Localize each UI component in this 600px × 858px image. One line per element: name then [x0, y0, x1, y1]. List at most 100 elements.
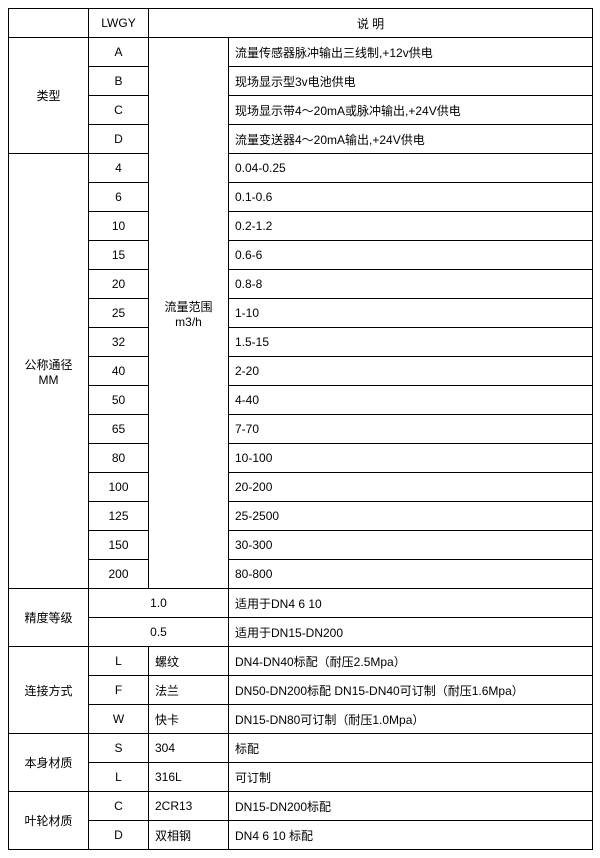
table-row: 类型 A 流量范围m3/h 流量传感器脉冲输出三线制,+12v供电 — [9, 38, 593, 67]
type-desc: 流量传感器脉冲输出三线制,+12v供电 — [229, 38, 593, 67]
table-row: 657-70 — [9, 415, 593, 444]
table-row: 精度等级 1.0 适用于DN4 6 10 — [9, 589, 593, 618]
table-row: 150 30-300 — [9, 531, 593, 560]
dn-code: 150 — [89, 531, 149, 560]
impeller-code: C — [89, 792, 149, 821]
table-row: B 现场显示型3v电池供电 — [9, 67, 593, 96]
table-row: 40 2-20 — [9, 357, 593, 386]
conn-name: 法兰 — [149, 676, 229, 705]
table-row: 连接方式 L 螺纹 DN4-DN40标配（耐压2.5Mpa） — [9, 647, 593, 676]
table-row: 公称通径MM 4 0.04-0.25 — [9, 154, 593, 183]
body-name: 304 — [149, 734, 229, 763]
conn-name: 快卡 — [149, 705, 229, 734]
dn-code: 200 — [89, 560, 149, 589]
type-desc: 流量变送器4～20mA输出,+24V供电 — [229, 125, 593, 154]
dn-desc: 0.6-6 — [229, 241, 593, 270]
body-desc: 可订制 — [229, 763, 593, 792]
dn-desc: 1.5-15 — [229, 328, 593, 357]
dn-desc: 4-40 — [229, 386, 593, 415]
conn-name: 螺纹 — [149, 647, 229, 676]
conn-desc: DN15-DN80可订制（耐压1.0Mpa） — [229, 705, 593, 734]
conn-label: 连接方式 — [9, 647, 89, 734]
blank-cell — [9, 9, 89, 38]
dn-code: 40 — [89, 357, 149, 386]
table-row: 10 0.2-1.2 — [9, 212, 593, 241]
header-lwgy: LWGY — [89, 9, 149, 38]
table-row: F 法兰 DN50-DN200标配 DN15-DN40可订制（耐压1.6Mpa） — [9, 676, 593, 705]
table-row: 6 0.1-0.6 — [9, 183, 593, 212]
type-code: D — [89, 125, 149, 154]
dn-code: 100 — [89, 473, 149, 502]
dn-desc: 0.04-0.25 — [229, 154, 593, 183]
conn-code: L — [89, 647, 149, 676]
range-label: 流量范围m3/h — [149, 38, 229, 589]
table-row: 125 25-2500 — [9, 502, 593, 531]
dn-desc: 10-100 — [229, 444, 593, 473]
table-row: 本身材质 S 304 标配 — [9, 734, 593, 763]
dn-code: 15 — [89, 241, 149, 270]
dn-desc: 30-300 — [229, 531, 593, 560]
impeller-desc: DN4 6 10 标配 — [229, 821, 593, 850]
accuracy-val: 0.5 — [89, 618, 229, 647]
impeller-desc: DN15-DN200标配 — [229, 792, 593, 821]
dn-code: 20 — [89, 270, 149, 299]
table-row: D 双相钢 DN4 6 10 标配 — [9, 821, 593, 850]
table-row: 20 0.8-8 — [9, 270, 593, 299]
table-row: 100 20-200 — [9, 473, 593, 502]
table-row: W 快卡 DN15-DN80可订制（耐压1.0Mpa） — [9, 705, 593, 734]
dn-desc: 2-20 — [229, 357, 593, 386]
table-row: 叶轮材质 C 2CR13 DN15-DN200标配 — [9, 792, 593, 821]
body-desc: 标配 — [229, 734, 593, 763]
body-name: 316L — [149, 763, 229, 792]
accuracy-desc: 适用于DN4 6 10 — [229, 589, 593, 618]
dn-desc: 0.2-1.2 — [229, 212, 593, 241]
dn-code: 32 — [89, 328, 149, 357]
body-code: L — [89, 763, 149, 792]
table-row: 32 1.5-15 — [9, 328, 593, 357]
dn-desc: 0.8-8 — [229, 270, 593, 299]
accuracy-label: 精度等级 — [9, 589, 89, 647]
table-row: 80 10-100 — [9, 444, 593, 473]
table-row: 200 80-800 — [9, 560, 593, 589]
dn-code: 4 — [89, 154, 149, 183]
type-code: A — [89, 38, 149, 67]
dn-code: 65 — [89, 415, 149, 444]
table-row: 50 4-40 — [9, 386, 593, 415]
dn-code: 125 — [89, 502, 149, 531]
conn-code: W — [89, 705, 149, 734]
header-desc: 说 明 — [149, 9, 593, 38]
type-label: 类型 — [9, 38, 89, 154]
dn-desc: 0.1-0.6 — [229, 183, 593, 212]
dn-label: 公称通径MM — [9, 154, 89, 589]
dn-code: 6 — [89, 183, 149, 212]
dn-desc: 20-200 — [229, 473, 593, 502]
conn-code: F — [89, 676, 149, 705]
conn-desc: DN50-DN200标配 DN15-DN40可订制（耐压1.6Mpa） — [229, 676, 593, 705]
impeller-code: D — [89, 821, 149, 850]
type-desc: 现场显示带4～20mA或脉冲输出,+24V供电 — [229, 96, 593, 125]
dn-desc: 80-800 — [229, 560, 593, 589]
type-code: C — [89, 96, 149, 125]
table-row: LWGY 说 明 — [9, 9, 593, 38]
table-row: 251-10 — [9, 299, 593, 328]
table-row: D 流量变送器4～20mA输出,+24V供电 — [9, 125, 593, 154]
dn-desc: 25-2500 — [229, 502, 593, 531]
impeller-name: 双相钢 — [149, 821, 229, 850]
accuracy-desc: 适用于DN15-DN200 — [229, 618, 593, 647]
dn-code: 10 — [89, 212, 149, 241]
conn-desc: DN4-DN40标配（耐压2.5Mpa） — [229, 647, 593, 676]
table-row: C 现场显示带4～20mA或脉冲输出,+24V供电 — [9, 96, 593, 125]
impeller-name: 2CR13 — [149, 792, 229, 821]
table-row: L 316L 可订制 — [9, 763, 593, 792]
dn-code: 80 — [89, 444, 149, 473]
table-row: 15 0.6-6 — [9, 241, 593, 270]
accuracy-val: 1.0 — [89, 589, 229, 618]
spec-table: LWGY 说 明 类型 A 流量范围m3/h 流量传感器脉冲输出三线制,+12v… — [8, 8, 593, 850]
dn-code: 50 — [89, 386, 149, 415]
table-row: 0.5 适用于DN15-DN200 — [9, 618, 593, 647]
type-code: B — [89, 67, 149, 96]
body-code: S — [89, 734, 149, 763]
impeller-label: 叶轮材质 — [9, 792, 89, 850]
type-desc: 现场显示型3v电池供电 — [229, 67, 593, 96]
dn-code: 25 — [89, 299, 149, 328]
